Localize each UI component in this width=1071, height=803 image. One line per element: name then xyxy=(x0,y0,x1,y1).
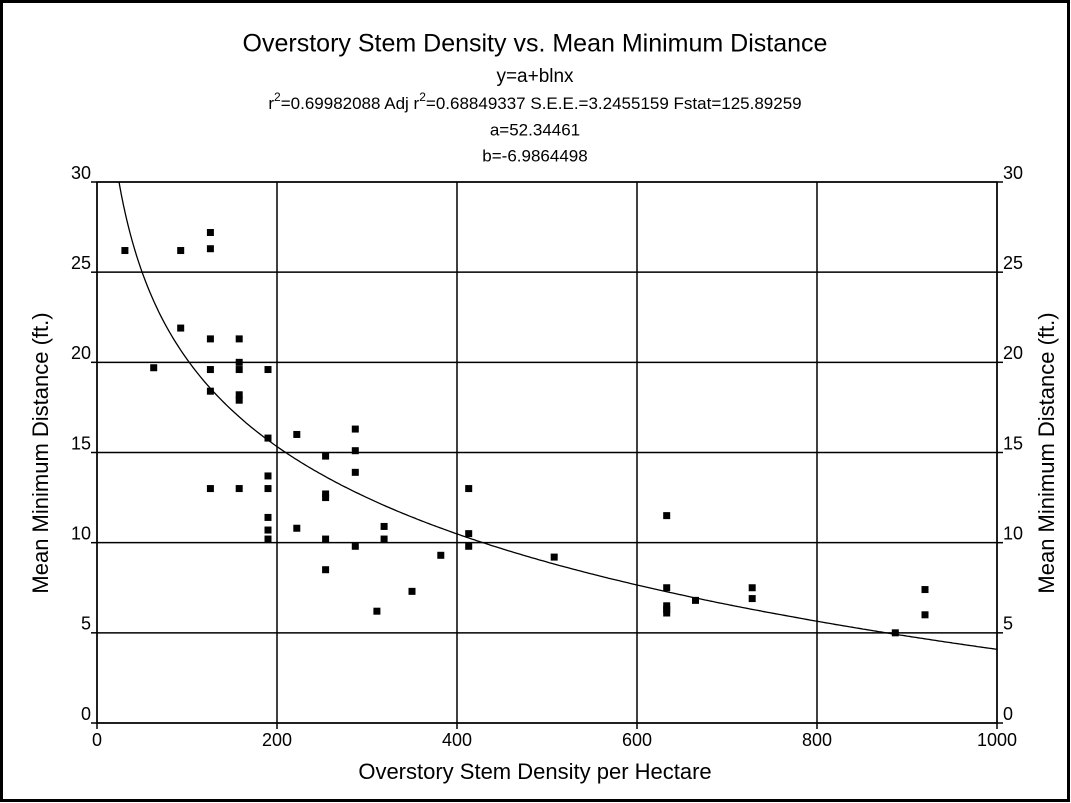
point xyxy=(293,430,301,438)
point xyxy=(206,245,214,253)
point xyxy=(177,247,185,255)
y-axis-label: Mean Minimum Distance (ft.) xyxy=(28,312,53,593)
point xyxy=(206,485,214,493)
point xyxy=(322,566,330,574)
point xyxy=(264,485,272,493)
point xyxy=(437,551,445,559)
point xyxy=(373,607,381,615)
point xyxy=(264,366,272,374)
y2-tick-label: 25 xyxy=(1003,253,1023,273)
stats-text: =0.68849337 S.E.E.=3.2455159 Fstat=125.8… xyxy=(426,94,802,113)
y-tick-label: 15 xyxy=(71,433,91,453)
point xyxy=(663,602,671,610)
fit-a: a=52.34461 xyxy=(490,120,580,139)
point xyxy=(465,542,473,550)
stats-text: r xyxy=(268,94,274,113)
y2-tick-label: 10 xyxy=(1003,523,1023,543)
point xyxy=(322,535,330,543)
point xyxy=(921,586,929,594)
point xyxy=(235,366,243,374)
x-axis-label: Overstory Stem Density per Hectare xyxy=(358,759,711,784)
point xyxy=(206,366,214,374)
superscript: 2 xyxy=(419,90,426,104)
point xyxy=(322,452,330,460)
point xyxy=(206,387,214,395)
point xyxy=(380,522,388,530)
point xyxy=(264,513,272,521)
y2-tick-label: 0 xyxy=(1003,704,1013,724)
y2-tick-label: 5 xyxy=(1003,614,1013,634)
point xyxy=(351,425,359,433)
point xyxy=(235,335,243,343)
point xyxy=(264,526,272,534)
point xyxy=(550,553,558,561)
point xyxy=(121,247,129,255)
subtitle: y=a+blnx xyxy=(496,66,574,87)
point xyxy=(322,490,330,498)
point xyxy=(150,364,158,372)
y-tick-label: 20 xyxy=(71,343,91,363)
x-tick-label: 200 xyxy=(262,730,292,750)
point xyxy=(322,494,330,502)
point xyxy=(235,391,243,399)
y2-tick-label: 30 xyxy=(1003,163,1023,183)
point xyxy=(235,485,243,493)
y-tick-label: 5 xyxy=(81,614,91,634)
point xyxy=(264,535,272,543)
point xyxy=(380,535,388,543)
plot-border xyxy=(96,181,998,724)
y-tick-label: 10 xyxy=(71,523,91,543)
y2-tick-label: 20 xyxy=(1003,343,1023,363)
y2-tick-label: 15 xyxy=(1003,433,1023,453)
point xyxy=(692,596,699,604)
point xyxy=(264,434,272,442)
stats-line: r2=0.69982088 Adj r2=0.68849337 S.E.E.=3… xyxy=(268,90,801,113)
fit-b: b=-6.9864498 xyxy=(482,146,587,165)
chart-title: Overstory Stem Density vs. Mean Minimum … xyxy=(243,30,828,58)
point xyxy=(663,584,671,592)
point xyxy=(293,524,301,532)
x-tick-label: 1000 xyxy=(977,730,1017,750)
point xyxy=(748,595,756,603)
point xyxy=(206,335,214,343)
superscript: 2 xyxy=(274,90,281,104)
y-tick-label: 25 xyxy=(71,253,91,273)
point xyxy=(351,468,359,476)
x-tick-label: 800 xyxy=(802,730,832,750)
x-tick-label: 0 xyxy=(92,730,102,750)
point xyxy=(465,530,473,538)
point xyxy=(465,485,473,493)
point xyxy=(235,396,243,404)
point xyxy=(748,584,756,592)
y2-axis-label: Mean Minimum Distance (ft.) xyxy=(1034,312,1059,593)
point xyxy=(206,228,214,236)
point xyxy=(663,605,671,613)
point xyxy=(264,472,272,480)
point xyxy=(663,512,671,520)
x-tick-label: 400 xyxy=(442,730,472,750)
point xyxy=(921,611,929,619)
point xyxy=(351,447,359,455)
point xyxy=(235,358,243,366)
point xyxy=(177,324,185,332)
point xyxy=(408,587,416,595)
y-tick-label: 0 xyxy=(81,704,91,724)
point xyxy=(891,629,899,637)
x-tick-label: 600 xyxy=(622,730,652,750)
y-tick-label: 30 xyxy=(71,163,91,183)
point xyxy=(351,542,359,550)
stats-text: =0.69982088 Adj r xyxy=(281,94,420,113)
point xyxy=(663,609,671,617)
